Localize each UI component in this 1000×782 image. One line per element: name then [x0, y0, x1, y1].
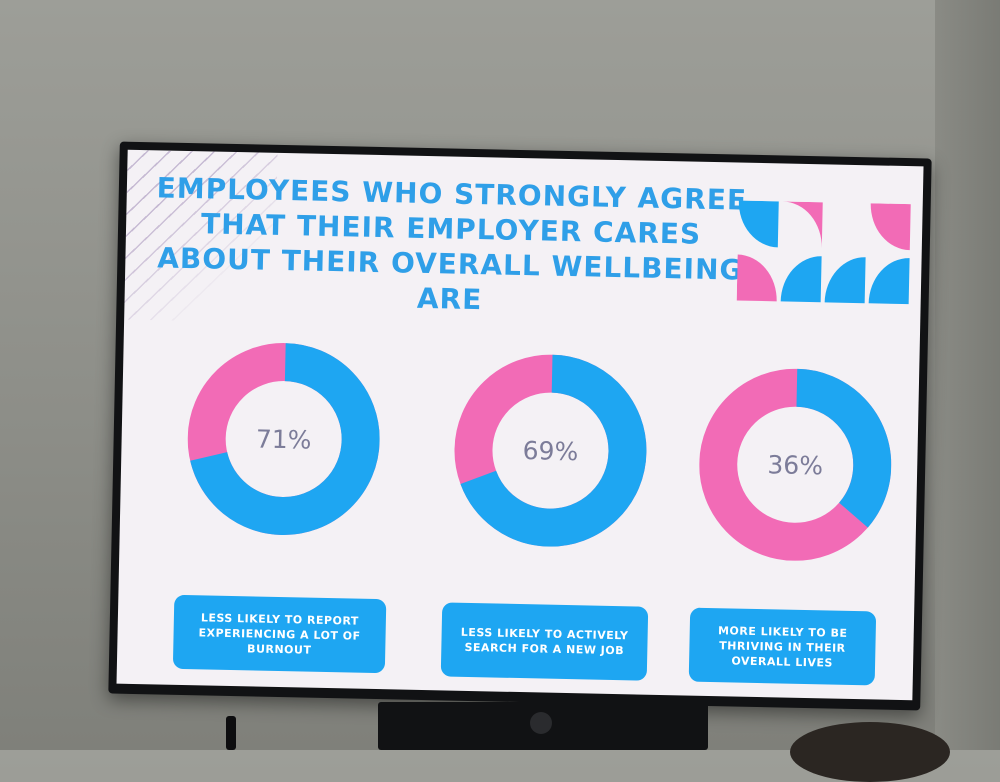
donut-value-arc [454, 354, 647, 547]
stat-percentage: 36% [767, 449, 824, 480]
wall-right [935, 0, 1000, 750]
cable [226, 716, 236, 750]
caption-burnout: LESS LIKELY TO REPORT EXPERIENCING A LOT… [172, 594, 387, 674]
slide-screen: EMPLOYEES WHO STRONGLY AGREE THAT THEIR … [116, 149, 924, 701]
donut-svg [699, 368, 892, 561]
caption-thriving: MORE LIKELY TO BE THRIVING IN THEIR OVER… [688, 607, 877, 686]
donut-svg [454, 354, 647, 547]
geometric-pattern-graphic [736, 200, 911, 305]
donut-chart-36: 36% [697, 367, 893, 563]
slide-title: EMPLOYEES WHO STRONGLY AGREE THAT THEIR … [144, 170, 757, 323]
stat-percentage: 71% [255, 423, 312, 455]
audience-head [790, 722, 950, 782]
donut-value-arc [699, 368, 892, 561]
caption-job-search: LESS LIKELY TO ACTIVELY SEARCH FOR A NEW… [440, 602, 649, 681]
caption-line: OVERALL LIVES [731, 653, 833, 670]
donut-chart-69: 69% [453, 353, 649, 549]
tv-frame: EMPLOYEES WHO STRONGLY AGREE THAT THEIR … [108, 141, 932, 711]
geometric-pattern-icon [736, 200, 915, 313]
donut-chart-71: 71% [186, 341, 382, 537]
caption-line: SEARCH FOR A NEW JOB [464, 640, 625, 658]
stand-knob [530, 712, 552, 734]
donut-svg [187, 343, 380, 536]
stat-percentage: 69% [522, 435, 579, 466]
